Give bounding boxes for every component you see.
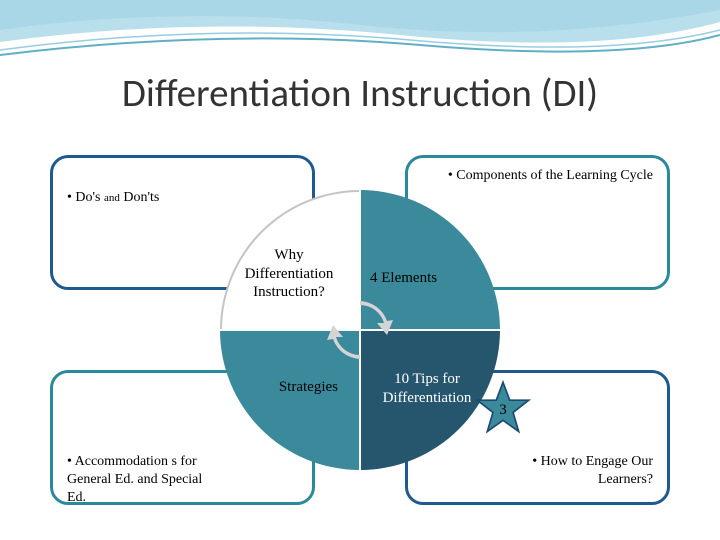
center-circle: Why Differentiation Instruction? 4 Eleme…	[220, 190, 500, 470]
page-title: Differentiation Instruction (DI)	[0, 70, 720, 117]
quad-tr: 4 Elements	[360, 190, 500, 330]
smartart-diagram: Do's and Don'ts Components of the Learni…	[50, 155, 670, 505]
star-badge: 3	[475, 380, 531, 436]
star-number: 3	[475, 380, 531, 436]
circle-divider-horizontal	[220, 329, 500, 331]
quad-br-label: 10 Tips for Differentiation	[368, 370, 486, 408]
corner-bl-text: Accommodation s for General Ed. and Spec…	[67, 453, 207, 508]
quad-tl-label: Why Differentiation Instruction?	[236, 246, 342, 302]
quad-bl: Strategies	[220, 330, 360, 470]
corner-br-text: How to Engage Our Learners?	[522, 453, 653, 489]
corner-tr-text: Components of the Learning Cycle	[422, 168, 653, 184]
quad-tr-label: 4 Elements	[370, 269, 437, 288]
quad-bl-label: Strategies	[279, 378, 338, 397]
quad-tl: Why Differentiation Instruction?	[220, 190, 360, 330]
